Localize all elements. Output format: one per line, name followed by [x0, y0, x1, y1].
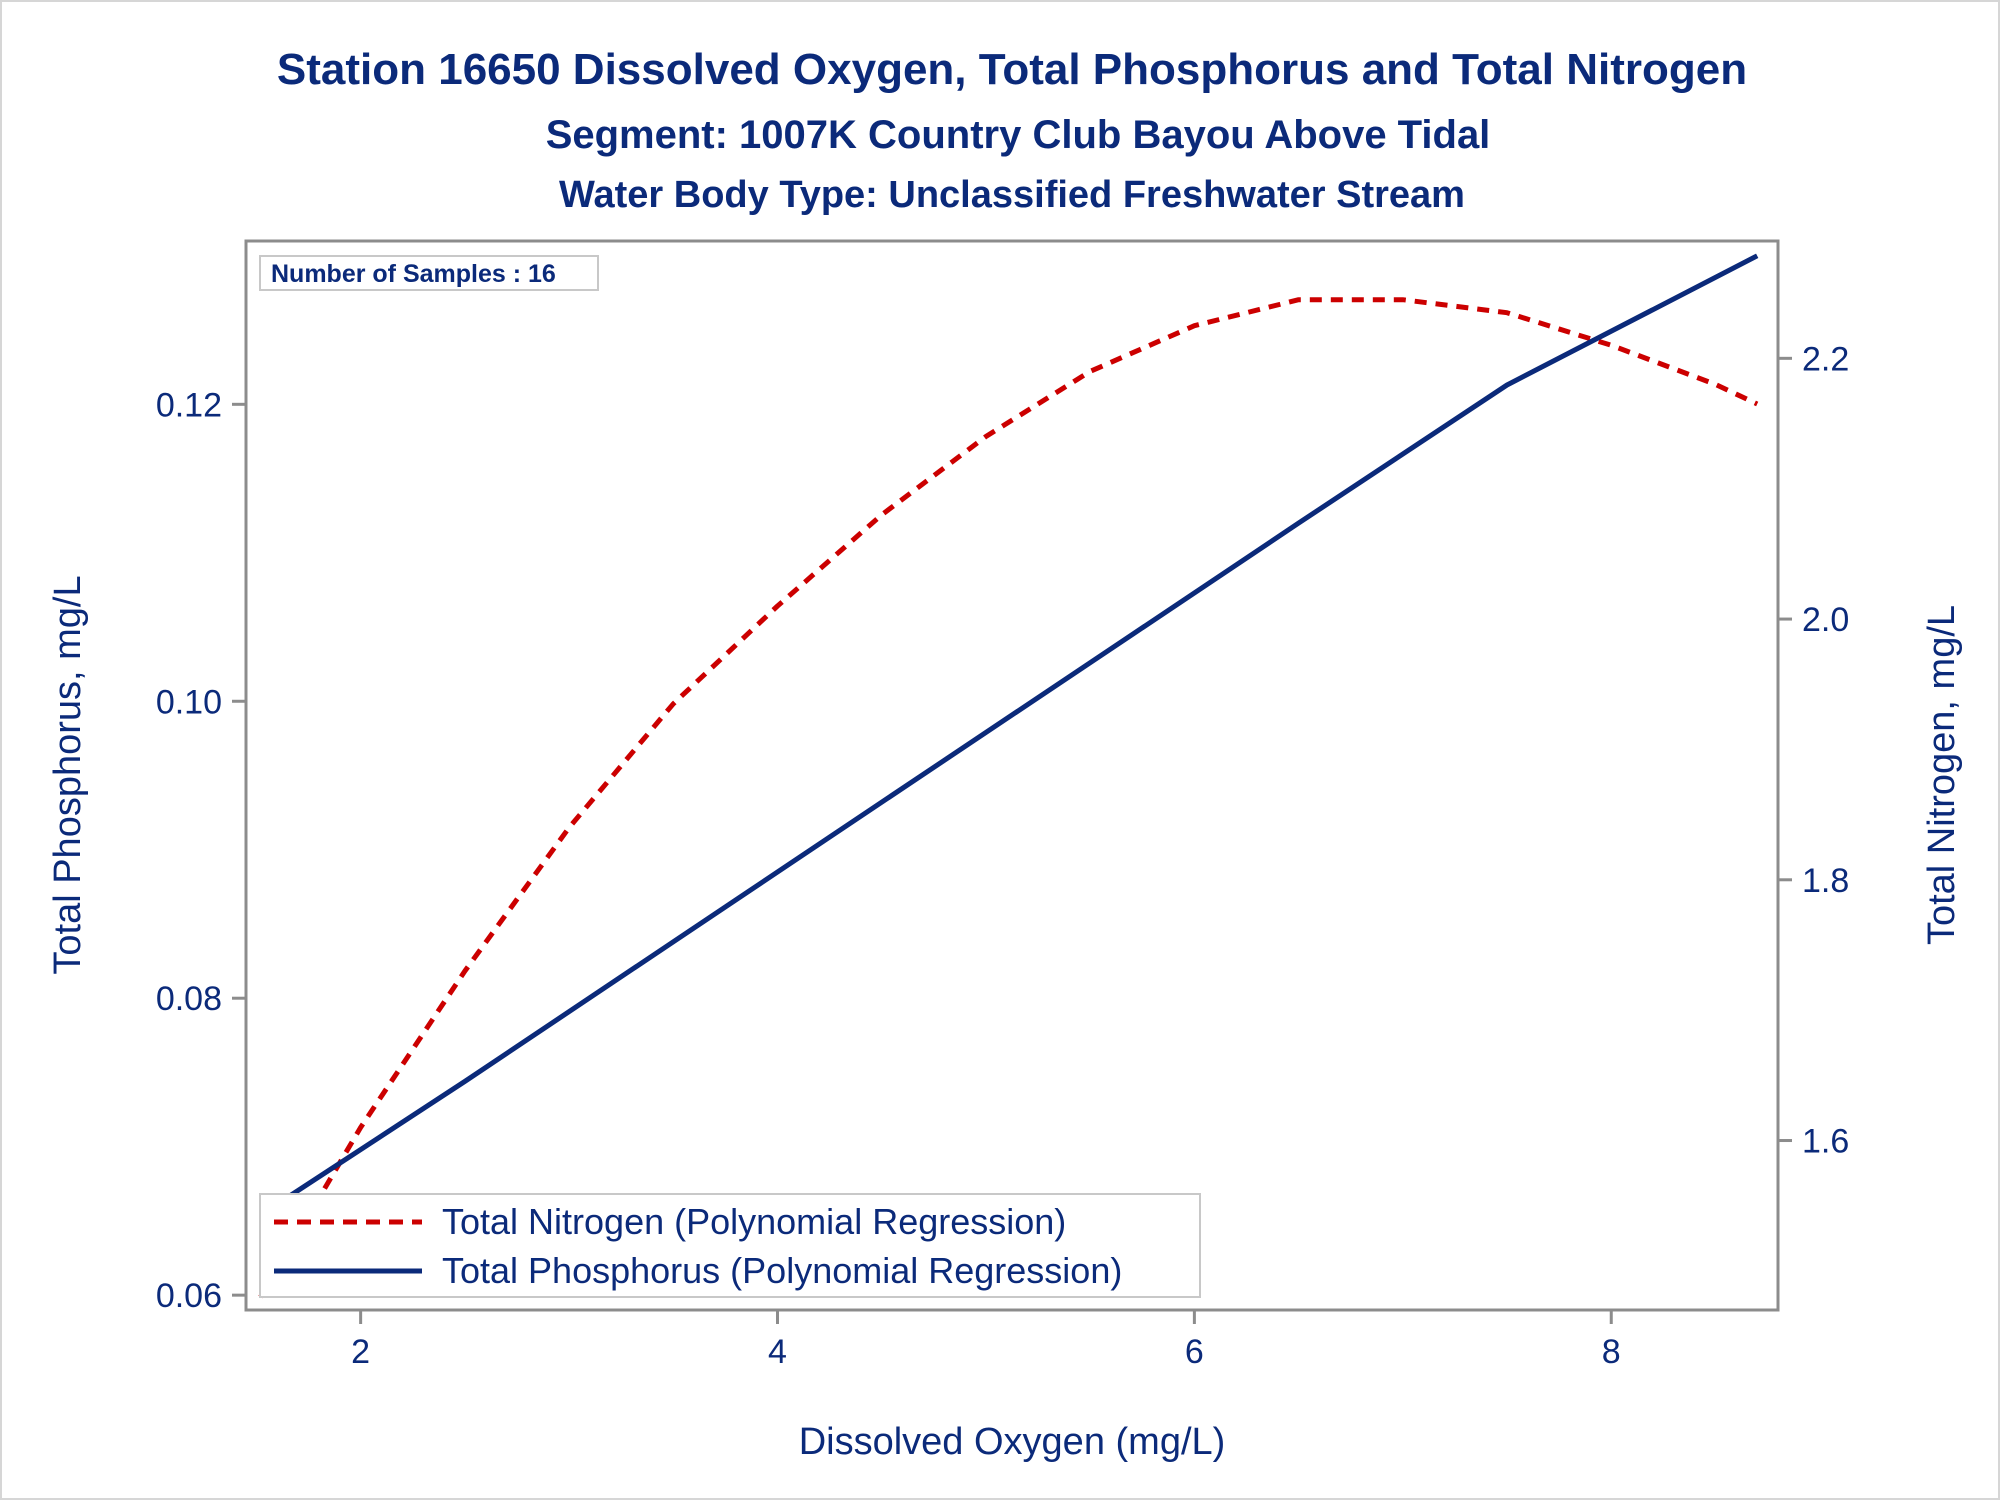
y-left-tick-label: 0.06	[156, 1277, 222, 1315]
x-tick-label: 6	[1185, 1333, 1204, 1371]
y-axis-right: 1.6 1.8 2.0 2.2	[1778, 340, 1849, 1161]
y-right-tick-label: 1.8	[1802, 862, 1849, 900]
series-line-nitrogen	[258, 297, 1759, 1299]
x-axis: 2 4 6 8	[351, 1310, 1621, 1371]
y-left-tick-label: 0.10	[156, 683, 222, 721]
series-layer	[258, 253, 1759, 1299]
samples-inset-text: Number of Samples : 16	[271, 260, 556, 288]
x-tick-label: 4	[768, 1333, 787, 1371]
y-right-tick-label: 1.6	[1802, 1123, 1849, 1161]
samples-inset: Number of Samples : 16	[259, 255, 599, 291]
series-line-phosphorus	[259, 253, 1759, 1218]
y-axis-right-label: Total Nitrogen, mg/L	[1921, 605, 1963, 945]
samples-inset-box	[259, 255, 599, 291]
x-tick-label: 8	[1602, 1333, 1621, 1371]
legend: Total Nitrogen (Polynomial Regression) T…	[259, 1193, 1201, 1298]
y-right-tick-label: 2.2	[1802, 340, 1849, 378]
legend-box	[259, 1193, 1201, 1298]
y-right-tick-label: 2.0	[1802, 601, 1849, 639]
plot-area	[244, 239, 1780, 1312]
legend-label-nitrogen: Total Nitrogen (Polynomial Regression)	[442, 1201, 1066, 1242]
y-axis-left-label: Total Phosphorus, mg/L	[47, 575, 89, 974]
chart-subtitle: Segment: 1007K Country Club Bayou Above …	[546, 113, 1491, 157]
x-axis-label: Dissolved Oxygen (mg/L)	[799, 1421, 1226, 1463]
x-tick-label: 2	[351, 1333, 370, 1371]
chart-subtitle-2: Water Body Type: Unclassified Freshwater…	[559, 174, 1465, 216]
chart-title: Station 16650 Dissolved Oxygen, Total Ph…	[277, 45, 1747, 94]
y-left-tick-label: 0.12	[156, 386, 222, 424]
y-left-tick-label: 0.08	[156, 980, 222, 1018]
y-axis-left: 0.06 0.08 0.10 0.12	[156, 386, 246, 1315]
legend-label-phosphorus: Total Phosphorus (Polynomial Regression)	[442, 1250, 1122, 1291]
